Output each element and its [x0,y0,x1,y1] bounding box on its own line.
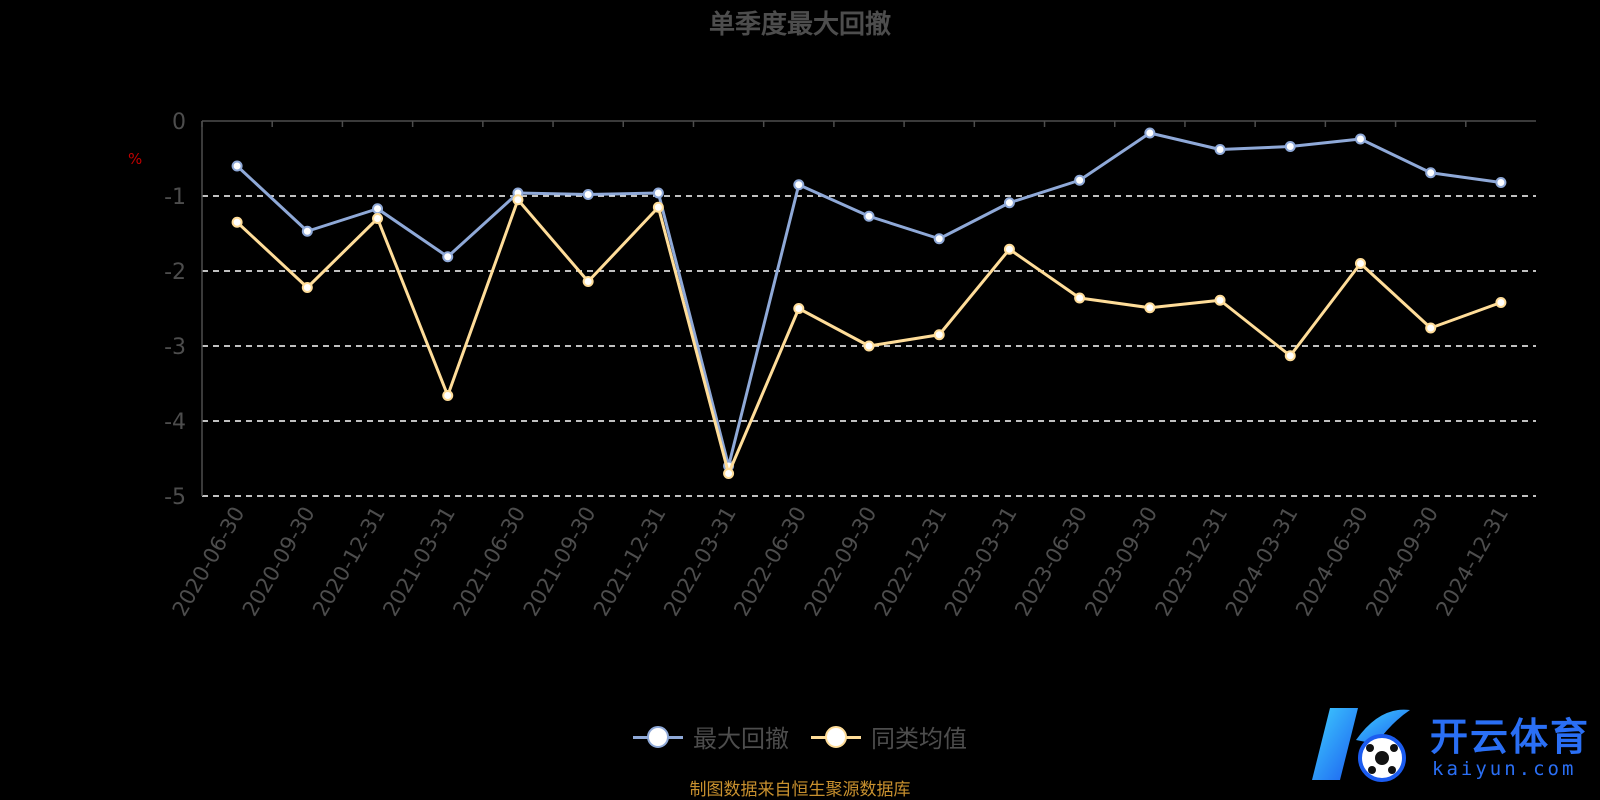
y-tick-label: -1 [164,185,186,210]
data-point-1 [723,468,735,479]
y-tick-label: -2 [164,260,186,285]
data-point-0 [1425,167,1437,179]
data-point-1 [231,216,243,228]
x-tick-label: 2021-09-30 [519,503,601,621]
y-tick-label: -5 [164,485,186,510]
data-point-1 [1003,243,1015,255]
x-tick-label: 2023-12-31 [1151,503,1233,621]
x-tick-label: 2022-06-30 [729,503,811,621]
data-point-0 [231,160,243,172]
legend-item-drawdown[interactable]: 最大回撤 [633,719,789,754]
data-source-note: 制图数据来自恒生聚源数据库 [689,780,911,800]
data-point-0 [582,189,594,200]
legend-item-peer-average[interactable]: 同类均值 [811,719,967,754]
data-point-0 [1003,197,1015,209]
legend-label-peer-average: 同类均值 [871,725,967,753]
y-tick-label: 0 [172,110,186,135]
data-point-0 [1284,141,1296,152]
data-point-0 [652,187,664,199]
data-point-1 [1354,258,1366,269]
data-point-1 [1495,297,1507,308]
data-point-1 [1214,294,1226,306]
legend: 最大回撤 同类均值 [0,719,1600,754]
x-tick-label: 2023-03-31 [940,503,1022,621]
data-point-0 [863,210,875,222]
data-point-1 [1074,292,1086,304]
x-tick-label: 2022-09-30 [800,503,882,621]
kaiyun-logo-icon [1312,708,1410,782]
data-point-0 [1354,133,1366,145]
y-tick-label: -3 [164,335,186,360]
data-point-1 [652,201,664,213]
legend-marker-peer-average [811,725,861,749]
data-point-1 [1144,302,1156,314]
data-point-1 [1284,350,1296,362]
x-tick-label: 2024-06-30 [1291,503,1373,621]
x-tick-label: 2020-06-30 [168,503,250,621]
data-point-0 [1144,127,1156,139]
x-tick-label: 2021-12-31 [589,503,671,621]
data-point-0 [933,233,945,245]
legend-label-drawdown: 最大回撤 [693,725,789,753]
chart-title: 单季度最大回撤 [708,10,891,40]
data-point-0 [793,179,805,191]
x-tick-label: 2021-03-31 [378,502,460,620]
data-point-1 [442,390,454,401]
data-point-1 [512,194,524,206]
data-point-1 [933,329,945,341]
x-tick-label: 2024-03-31 [1221,503,1303,621]
x-tick-label: 2023-09-30 [1080,503,1162,621]
data-point-0 [301,225,313,237]
x-tick-label: 2020-12-31 [308,503,390,621]
watermark-brand: 开云体育 [1430,715,1591,759]
watermark-logo: 开云体育 kaiyun.com [1310,700,1600,790]
x-tick-label: 2024-09-30 [1361,503,1443,621]
x-tick-label: 2020-09-30 [238,503,320,621]
y-tick-label: -4 [164,410,186,435]
data-point-1 [372,213,384,224]
x-tick-label: 2023-06-30 [1010,503,1092,621]
y-axis-unit: % [128,150,143,168]
legend-marker-drawdown [633,725,683,749]
data-point-1 [793,303,805,314]
x-tick-label: 2022-03-31 [659,503,741,621]
data-point-0 [1214,144,1226,155]
data-point-0 [442,251,454,263]
watermark-domain: kaiyun.com [1432,758,1577,780]
x-tick-label: 2024-12-31 [1431,503,1513,621]
x-tick-label: 2021-06-30 [448,503,530,621]
data-point-0 [1495,177,1507,188]
data-point-0 [1074,174,1086,186]
x-tick-label: 2022-12-31 [870,502,952,620]
data-point-1 [582,276,594,287]
data-point-0 [372,203,384,215]
data-point-1 [1425,322,1437,334]
data-point-1 [863,340,875,352]
series-line-0 [236,131,1502,468]
data-point-1 [301,282,313,293]
